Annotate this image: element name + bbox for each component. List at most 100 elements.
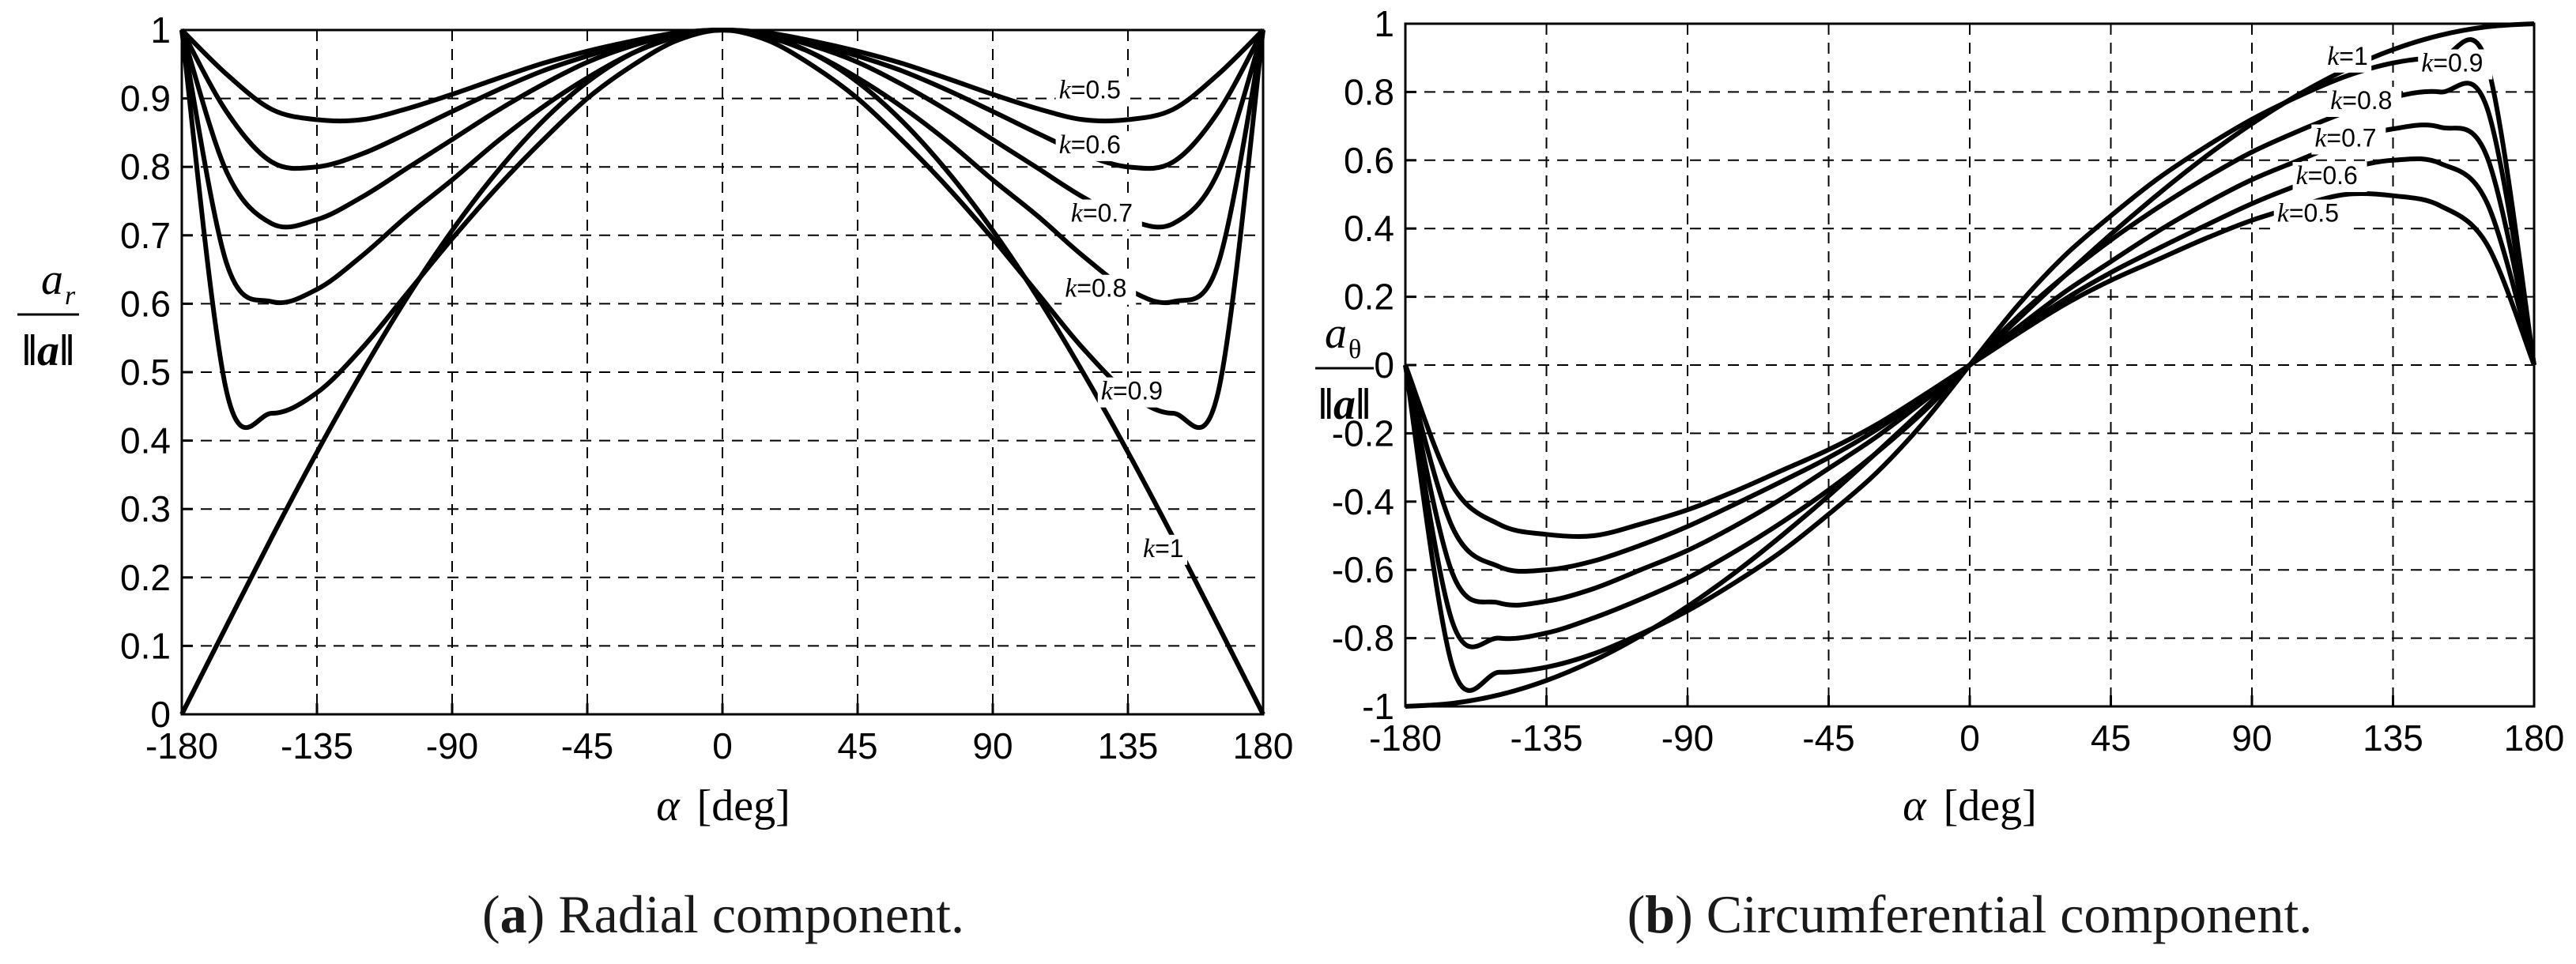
curve-label-k: k (2314, 124, 2327, 153)
circumferential-x-tick-label: -180 (1369, 717, 1442, 759)
circumferential-curve-label-k-1: k=1 (2324, 42, 2372, 73)
curve-label-text: k=0.5 (1059, 76, 1121, 105)
radial-y-tick-label: 0.3 (120, 488, 171, 529)
circumferential-y-axis-label: a θ ‖a‖ (1315, 309, 1374, 429)
radial-x-tick-label: -180 (145, 725, 218, 766)
curve-label-k: k (1059, 76, 1072, 105)
circumferential-y-tick-label: 1 (1374, 3, 1394, 44)
curve-label-k: k (2330, 86, 2343, 115)
curve-label-value: =0.8 (1077, 274, 1126, 303)
circumferential-y-tick-label: 0 (1374, 345, 1394, 386)
radial-y-tick-label: 0.2 (120, 557, 171, 598)
circumferential-caption-letter: b (1645, 884, 1675, 944)
circumferential-caption-text: ) Circumferential component. (1675, 884, 2312, 944)
curve-label-value: =1 (1155, 534, 1183, 563)
curve-label-text: k=0.8 (1065, 274, 1126, 303)
curve-label-text: k=0.5 (2277, 199, 2339, 228)
radial-y-tick-label: 0.4 (120, 420, 171, 461)
radial-x-tick-label: 90 (972, 725, 1013, 766)
radial-x-tick-label: -135 (281, 725, 353, 766)
radial-ticks (180, 28, 1265, 716)
circumferential-x-tick-label: -90 (1661, 717, 1714, 759)
curve-label-background (2273, 199, 2348, 230)
curve-label-k: k (2421, 48, 2434, 77)
curve-label-k: k (1101, 377, 1114, 406)
curve-label-value: =0.5 (2289, 199, 2339, 228)
curve-label-background (1055, 130, 1130, 161)
radial-ylabel-denominator: ‖a‖ (22, 326, 75, 375)
curve-label-k: k (1059, 130, 1072, 160)
circumferential-y-tick-label: -1 (1362, 686, 1394, 727)
radial-tick-labels: -180 -135 -90 -45 0 45 90 135 180 0 0.1 0.2 0.3 0.4 0.… (120, 9, 1293, 766)
radial-caption-letter: a (500, 884, 527, 944)
curve-label-value: =0.9 (2433, 48, 2483, 77)
radial-x-tick-label: -90 (426, 725, 478, 766)
circumferential-curves (1403, 21, 2536, 709)
circumferential-ticks (1404, 22, 2536, 708)
curve-label-background (1140, 534, 1187, 565)
radial-curve-label-k-0_6: k=0.6 (1055, 130, 1130, 161)
curve-label-background (2324, 42, 2372, 73)
curve-label-text: k=0.6 (1059, 130, 1121, 160)
radial-y-tick-label: 0.1 (120, 625, 171, 666)
circumferential-xlabel-symbol: α (1903, 781, 1927, 830)
radial-y-tick-label: 0.5 (120, 352, 171, 393)
radial-x-tick-label: -45 (561, 725, 613, 766)
circumferential-y-tick-label: 0.6 (1344, 140, 1394, 181)
circumferential-curve-labels: k=0.5k=0.6k=0.7k=0.8k=0.9k=1 (2273, 42, 2493, 230)
chart-radial: -180 -135 -90 -45 0 45 90 135 180 0 0.1 0.2 0.3 0.4 0.… (17, 9, 1293, 944)
circumferential-ylabel-denominator: ‖a‖ (1318, 380, 1371, 429)
circumferential-curve-label-k-0_7: k=0.7 (2311, 124, 2386, 155)
curve-label-text: k=0.6 (2296, 161, 2358, 190)
circumferential-series-k-1 (1405, 21, 2535, 709)
circumferential-x-tick-label: 45 (2091, 717, 2131, 759)
curve-label-k: k (1065, 274, 1077, 303)
curve-label-text: k=0.9 (1101, 377, 1163, 406)
radial-curve-label-k-0_7: k=0.7 (1067, 198, 1142, 230)
curve-label-text: k=0.7 (2314, 124, 2376, 153)
curve-label-k: k (2327, 42, 2340, 71)
circumferential-y-tick-label: 0.4 (1344, 208, 1394, 249)
circumferential-y-tick-label: -0.2 (1332, 412, 1394, 454)
curve-label-background (2418, 49, 2493, 80)
curve-label-value: =0.8 (2342, 86, 2392, 115)
curve-label-value: =0.9 (1113, 377, 1163, 405)
radial-y-axis-label: a r ‖a‖ (17, 255, 79, 375)
circumferential-curve-label-k-0_8: k=0.8 (2327, 86, 2402, 117)
radial-x-tick-label: 45 (837, 725, 877, 766)
curve-label-k: k (2277, 199, 2290, 228)
circumferential-x-axis-label: α [deg] (1903, 781, 2037, 830)
radial-caption: (a) Radial component. (482, 884, 964, 944)
curve-label-k: k (1143, 534, 1156, 563)
circumferential-x-tick-label: -45 (1802, 717, 1854, 759)
radial-y-tick-label: 0.7 (120, 215, 171, 256)
curve-label-text: k=1 (1143, 534, 1184, 563)
circumferential-caption: (b) Circumferential component. (1627, 884, 2313, 944)
curve-label-text: k=0.8 (2330, 86, 2392, 115)
radial-curve-label-k-0_8: k=0.8 (1062, 274, 1137, 305)
curve-label-background (1062, 274, 1137, 305)
curve-label-background (1055, 76, 1130, 107)
curve-label-value: =0.5 (1071, 76, 1121, 104)
circumferential-curve-label-k-0_6: k=0.6 (2292, 161, 2367, 193)
radial-y-tick-label: 0 (150, 694, 171, 735)
radial-x-tick-label: 180 (1233, 725, 1294, 766)
circumferential-y-tick-label: -0.6 (1332, 549, 1394, 590)
curve-label-background (2311, 124, 2386, 155)
radial-curve-labels: k=0.5k=0.6k=0.7k=0.8k=0.9k=1 (1055, 76, 1187, 565)
curve-label-background (2327, 87, 2402, 117)
circumferential-curve-label-k-0_5: k=0.5 (2273, 199, 2348, 230)
circumferential-x-tick-label: 135 (2363, 717, 2423, 759)
circumferential-x-tick-label: 0 (1959, 717, 1980, 759)
circumferential-x-tick-label: 180 (2504, 717, 2565, 759)
circumferential-curve-label-k-0_9: k=0.9 (2418, 48, 2493, 80)
circumferential-x-tick-label: -135 (1510, 717, 1582, 759)
radial-curve-label-k-0_9: k=0.9 (1097, 377, 1172, 408)
curve-label-value: =1 (2339, 42, 2367, 70)
radial-x-tick-label: 135 (1098, 725, 1159, 766)
curve-label-k: k (2296, 161, 2309, 190)
radial-ylabel-numerator: a (41, 255, 63, 304)
radial-curve-label-k-1: k=1 (1140, 534, 1187, 565)
radial-y-tick-label: 0.8 (120, 146, 171, 187)
